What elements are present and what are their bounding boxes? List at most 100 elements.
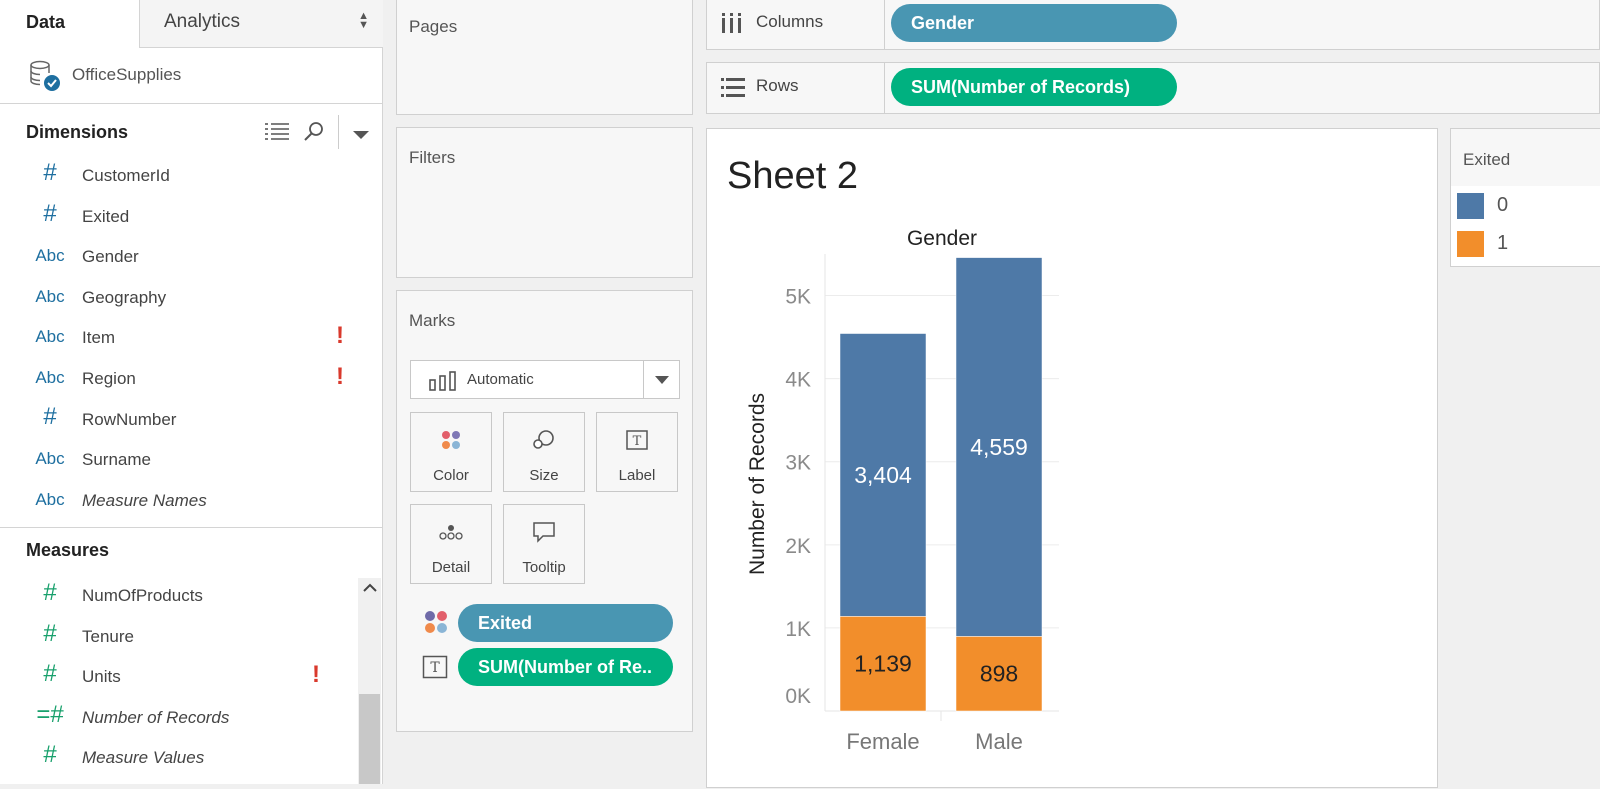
number-type-icon: # bbox=[43, 199, 57, 227]
field-item[interactable]: =# Number of Records bbox=[0, 698, 360, 738]
color-label: Color bbox=[433, 467, 469, 484]
field-name: Number of Records bbox=[82, 707, 230, 727]
field-name: CustomerId bbox=[82, 166, 170, 185]
pill-label: Exited bbox=[478, 613, 533, 633]
field-item[interactable]: # Units! bbox=[0, 657, 360, 697]
y-tick-label: 3K bbox=[785, 452, 811, 475]
pages-title: Pages bbox=[409, 17, 458, 36]
shelf-divider bbox=[884, 0, 885, 49]
tooltip-label: Tooltip bbox=[522, 559, 566, 576]
pill-label: SUM(Number of Records) bbox=[911, 77, 1131, 97]
measures-title: Measures bbox=[26, 540, 110, 560]
bar-segment bbox=[955, 636, 1043, 712]
chevron-down-icon[interactable] bbox=[643, 361, 679, 398]
field-item[interactable]: Abc Gender bbox=[0, 237, 360, 277]
number-type-icon: # bbox=[43, 619, 57, 647]
records-label-pill[interactable]: SUM(Number of Re.. bbox=[458, 648, 673, 686]
search-icon[interactable] bbox=[303, 121, 325, 148]
size-label: Size bbox=[529, 467, 559, 484]
dimensions-title: Dimensions bbox=[26, 122, 129, 142]
rows-shelf: Rows SUM(Number of Records) bbox=[706, 62, 1600, 114]
size-icon bbox=[504, 429, 584, 453]
legend-swatch bbox=[1457, 231, 1484, 257]
svg-text:T: T bbox=[633, 434, 642, 449]
label-button[interactable]: T Label bbox=[596, 412, 678, 492]
svg-text:T: T bbox=[430, 660, 440, 676]
warning-icon: ! bbox=[336, 322, 344, 350]
field-item[interactable]: Abc Geography bbox=[0, 278, 360, 318]
color-legend: Exited 0 1 bbox=[1450, 128, 1600, 267]
y-tick-label: 2K bbox=[785, 535, 811, 558]
datasource-row[interactable]: OfficeSupplies bbox=[0, 48, 383, 104]
field-name: Exited bbox=[82, 206, 130, 226]
field-item[interactable]: # RowNumber bbox=[0, 400, 360, 440]
field-item[interactable]: Abc Region! bbox=[0, 359, 360, 399]
sort-arrows-icon[interactable]: ▲ ▼ bbox=[358, 10, 369, 31]
string-type-icon: Abc bbox=[35, 246, 65, 266]
tooltip-button[interactable]: Tooltip bbox=[503, 504, 585, 584]
detail-label: Detail bbox=[431, 559, 471, 576]
field-item[interactable]: Abc Item! bbox=[0, 318, 360, 358]
gender-column-pill[interactable]: Gender bbox=[891, 4, 1177, 42]
field-name: Region bbox=[82, 369, 136, 388]
warning-icon: ! bbox=[336, 363, 344, 390]
sheet-title: Sheet 2 bbox=[727, 155, 858, 197]
size-button[interactable]: Size bbox=[503, 412, 585, 492]
worksheet: 0K 1K 2K 3K 4K 5K Gender Number of Records 1,139… bbox=[706, 128, 1438, 788]
detail-button[interactable]: Detail bbox=[410, 504, 492, 584]
records-row-pill[interactable]: SUM(Number of Records) bbox=[891, 68, 1177, 106]
legend-list: 0 1 bbox=[1451, 186, 1600, 266]
mark-type-select[interactable]: Automatic bbox=[410, 360, 680, 399]
field-item[interactable]: Abc Measure Names bbox=[0, 481, 360, 521]
columns-shelf: Columns Gender bbox=[706, 0, 1600, 50]
string-type-icon: Abc bbox=[35, 286, 65, 306]
scrollbar[interactable] bbox=[358, 578, 381, 784]
string-type-icon: Abc bbox=[35, 489, 65, 509]
data-label: 1,139 bbox=[854, 651, 912, 677]
tab-analytics[interactable]: Analytics ▲ ▼ bbox=[139, 0, 383, 48]
field-name: Measure Names bbox=[82, 490, 207, 510]
measures-divider bbox=[0, 527, 383, 528]
data-label: 4,559 bbox=[970, 434, 1028, 460]
mark-type-label: Automatic bbox=[467, 371, 534, 388]
field-item[interactable]: # Exited bbox=[0, 197, 360, 237]
columns-label: Columns bbox=[756, 12, 824, 31]
legend-title: Exited bbox=[1463, 150, 1511, 169]
chart: 0K 1K 2K 3K 4K 5K Gender Number of Records 1,139… bbox=[746, 227, 1059, 754]
exited-color-pill[interactable]: Exited bbox=[458, 604, 673, 642]
marks-title: Marks bbox=[409, 311, 456, 330]
datasource-name: OfficeSupplies bbox=[72, 65, 182, 84]
data-label: 3,404 bbox=[854, 462, 912, 488]
field-name: Units bbox=[82, 667, 121, 687]
view-list-icon[interactable] bbox=[264, 121, 290, 146]
label-label: Label bbox=[618, 467, 656, 484]
tab-data[interactable]: Data bbox=[0, 0, 139, 48]
field-item[interactable]: # NumOfProducts bbox=[0, 576, 360, 616]
y-tick-label: 4K bbox=[785, 369, 811, 392]
chevron-down-icon[interactable] bbox=[352, 127, 370, 145]
field-item[interactable]: # CustomerId bbox=[0, 156, 360, 196]
pages-card[interactable]: Pages bbox=[396, 0, 693, 115]
field-name: Surname bbox=[82, 450, 151, 470]
chevron-up-icon[interactable] bbox=[363, 580, 377, 596]
string-type-icon: Abc bbox=[35, 449, 65, 469]
string-type-icon: Abc bbox=[35, 327, 65, 347]
filters-card[interactable]: Filters bbox=[396, 127, 693, 278]
scrollbar-thumb[interactable] bbox=[359, 694, 380, 784]
color-button[interactable]: Color bbox=[410, 412, 492, 492]
y-tick-label: 0K bbox=[785, 685, 811, 708]
filters-title: Filters bbox=[409, 148, 456, 167]
field-name: NumOfProducts bbox=[82, 586, 203, 605]
rows-icon bbox=[721, 77, 745, 102]
datasource-icon bbox=[28, 59, 62, 98]
field-item[interactable]: # Measure Values bbox=[0, 738, 360, 778]
field-item[interactable]: Abc Surname bbox=[0, 440, 360, 480]
data-pane: Data Analytics ▲ ▼ OfficeSupplies Dimensi… bbox=[0, 0, 383, 784]
legend-swatch bbox=[1457, 193, 1484, 219]
bar-segment bbox=[955, 257, 1043, 637]
field-item[interactable]: # Tenure bbox=[0, 617, 360, 657]
detail-icon bbox=[411, 521, 491, 545]
chart-title: Gender bbox=[907, 227, 977, 250]
text-label-icon: T bbox=[597, 429, 677, 453]
number-type-icon: # bbox=[43, 660, 57, 688]
